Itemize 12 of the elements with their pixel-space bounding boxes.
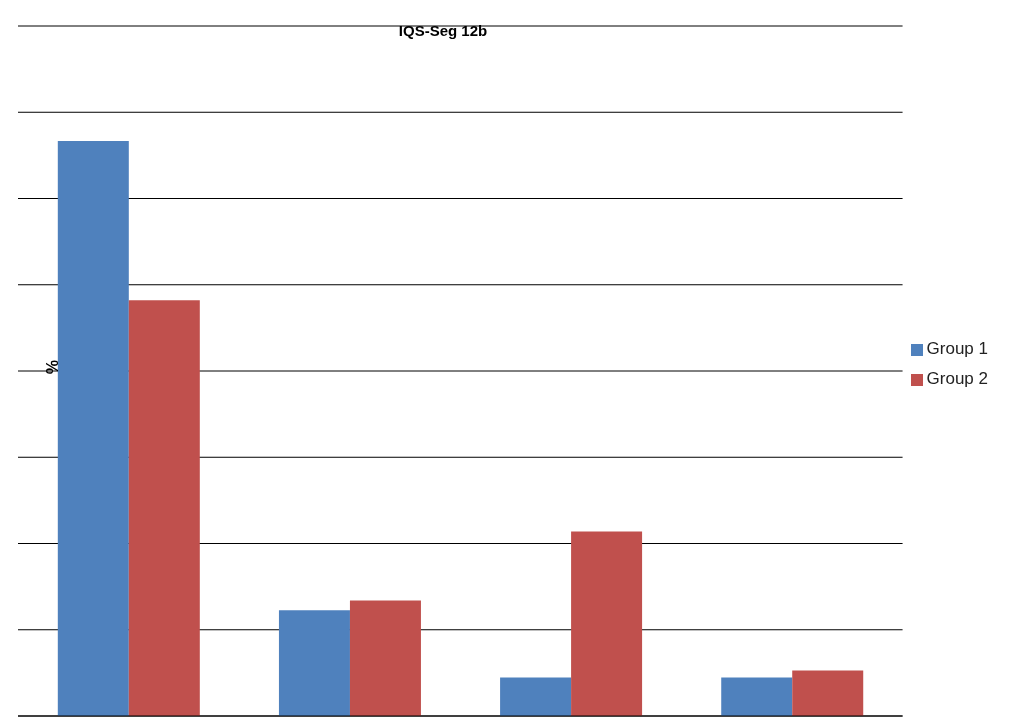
bar (128, 300, 200, 716)
bar (57, 141, 129, 716)
bar (571, 531, 643, 716)
bar (792, 670, 864, 716)
bar (349, 600, 421, 716)
bar (278, 610, 350, 716)
chart-title: IQS-Seg 12b (397, 22, 489, 39)
bar (500, 677, 572, 716)
legend-label: Group 2 (926, 369, 988, 388)
y-axis-title: % (42, 359, 61, 375)
legend-label: Group 1 (926, 339, 988, 358)
bar (721, 677, 793, 716)
